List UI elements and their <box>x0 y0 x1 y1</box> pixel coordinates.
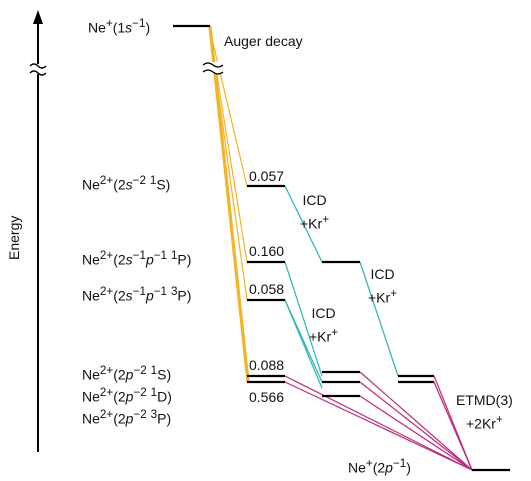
icd-label-1-line2: +Kr+ <box>300 213 329 232</box>
state-label-2s-1p-1-3P: Ne2+(2s−1p−1 3P) <box>82 285 192 304</box>
etmd-lines <box>284 371 473 471</box>
icd-label-2-line1: ICD <box>370 266 395 282</box>
auger-decay-lines <box>208 25 250 383</box>
branching-ratio-2p-2-3P: 0.566 <box>249 389 285 405</box>
branching-ratio-2p-2-1S: 0.088 <box>249 357 285 373</box>
state-label-2s-1p-1-1P: Ne2+(2s−1p−1 1P) <box>82 249 192 268</box>
icd-label-3: ICD +Kr+ <box>309 305 338 345</box>
state-label-2p-2-1D: Ne2+(2p−2 1D) <box>82 386 172 405</box>
branching-ratio-2s-2-1S: 0.057 <box>249 168 285 184</box>
initial-state-label: Ne+(1s−1) <box>88 17 151 36</box>
icd-label-3-line1: ICD <box>311 305 336 321</box>
energy-axis <box>28 10 48 452</box>
energy-axis-label: Energy <box>6 215 22 260</box>
icd-label-1: ICD +Kr+ <box>300 192 329 232</box>
energy-levels <box>173 24 510 472</box>
icd-label-2-line2: +Kr+ <box>368 287 397 306</box>
auger-decay-label: Auger decay <box>224 33 303 49</box>
etmd-label-line1: ETMD(3) <box>456 392 513 408</box>
etmd-label: ETMD(3) +2Kr+ <box>456 392 513 432</box>
branching-ratio-2s-1p-1-1P: 0.160 <box>249 243 285 259</box>
icd-label-1-line1: ICD <box>302 192 327 208</box>
etmd-label-line2: +2Kr+ <box>466 413 503 432</box>
icd-label-3-line2: +Kr+ <box>309 326 338 345</box>
auger-break <box>200 62 230 75</box>
state-label-2p-2-3P: Ne2+(2p−2 3P) <box>82 408 172 427</box>
final-state-label: Ne+(2p−1) <box>348 457 411 476</box>
state-label-2p-2-1S: Ne2+(2p−2 1S) <box>82 364 172 383</box>
icd-label-2: ICD +Kr+ <box>368 266 397 306</box>
state-label-2s-2-1S: Ne2+(2s−2 1S) <box>82 174 171 193</box>
branching-ratio-2s-1p-1-3P: 0.058 <box>249 281 285 297</box>
icd-lines <box>284 185 399 389</box>
